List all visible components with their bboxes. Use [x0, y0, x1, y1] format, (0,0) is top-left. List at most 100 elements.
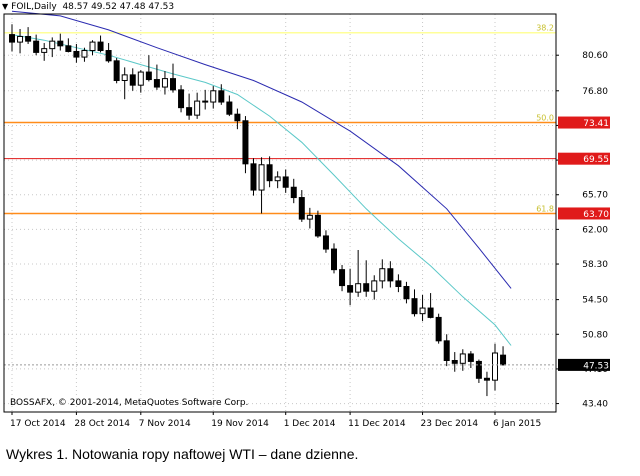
current-price-tag: 47.53: [583, 361, 609, 371]
candle-body: [105, 50, 112, 62]
chart-frame: [3, 13, 557, 413]
candle-body: [129, 74, 136, 86]
candle-body: [500, 354, 507, 366]
ohlc-values: 48.57 49.52 47.48 47.53: [62, 2, 175, 12]
y-axis-tick-label: 65.70: [582, 191, 608, 201]
candle-body: [483, 377, 490, 381]
candle-body: [443, 340, 450, 361]
level-price-tag: 69.55: [583, 155, 609, 165]
candle-body: [186, 107, 193, 116]
moving-average-slow: [11, 10, 512, 289]
level-fibo-label: 50.0: [536, 114, 554, 123]
moving-average-fast: [11, 34, 512, 346]
candle-body: [322, 235, 329, 250]
candle-body: [81, 50, 88, 58]
x-axis-tick-label: 1 Dec 2014: [284, 419, 336, 429]
level-price-tag-bg: [558, 207, 610, 220]
candle-body: [250, 163, 257, 191]
candle-body: [387, 268, 394, 282]
candle-body: [73, 50, 80, 58]
candle-body: [218, 90, 225, 103]
y-axis-tick-label: 58.30: [582, 260, 608, 270]
level-fibo-label: 38.2: [536, 24, 554, 33]
candle-body: [17, 35, 24, 43]
candle-body: [170, 78, 176, 91]
candle-body: [41, 48, 48, 53]
candle-body: [395, 280, 402, 288]
level-price-tag: 63.70: [583, 210, 609, 220]
collapse-triangle-icon[interactable]: ▼: [2, 2, 9, 11]
candle-body: [282, 176, 289, 188]
candle-body: [492, 352, 498, 381]
chart-canvas: 38.250.061.843.4047.1050.8054.5058.3062.…: [3, 10, 610, 429]
x-axis-tick-label: 7 Nov 2014: [139, 419, 191, 429]
candle-body: [427, 307, 434, 318]
x-axis-tick-label: 6 Jan 2015: [493, 419, 541, 429]
candle-body: [65, 45, 72, 52]
copyright-text: BOSSAFX, © 2001-2014, MetaQuotes Softwar…: [10, 398, 249, 408]
level-fibo-label: 61.8: [536, 204, 554, 213]
price-chart: 38.250.061.843.4047.1050.8054.5058.3062.…: [2, 2, 610, 429]
y-axis-tick-label: 76.80: [582, 87, 608, 97]
candle-body: [467, 353, 474, 362]
candle-body: [290, 186, 297, 199]
chart-info-bar: ▼ FOIL,Daily 48.57 49.52 47.48 47.53: [2, 2, 174, 12]
candle-body: [113, 60, 120, 81]
x-axis-tick-label: 23 Dec 2014: [421, 419, 479, 429]
y-axis-tick-label: 43.40: [582, 400, 608, 410]
x-axis-tick-label: 19 Nov 2014: [211, 419, 269, 429]
level-price-tag-bg: [558, 116, 610, 129]
x-axis-tick-label: 28 Oct 2014: [74, 419, 130, 429]
level-price-tag: 73.41: [583, 119, 609, 129]
candle-body: [411, 298, 418, 315]
candle-body: [49, 40, 56, 50]
candle-body: [459, 353, 466, 364]
y-axis-tick-label: 54.50: [582, 296, 608, 306]
y-axis-tick-label: 80.60: [582, 51, 608, 61]
candle-body: [25, 35, 32, 42]
level-price-tag-bg: [558, 152, 610, 165]
candle-body: [145, 71, 152, 81]
candle-body: [435, 316, 442, 342]
candle-body: [89, 41, 96, 52]
candle-body: [298, 197, 305, 220]
candle-body: [153, 79, 160, 88]
candle-body: [178, 89, 185, 109]
candle-body: [210, 90, 217, 103]
candle-body: [419, 307, 426, 315]
candle-body: [363, 283, 370, 292]
candle-body: [347, 285, 354, 293]
candle-body: [314, 214, 321, 237]
candle-body: [97, 41, 104, 52]
candle-body: [451, 359, 458, 364]
candle-body: [339, 269, 346, 287]
candle-body: [137, 71, 144, 86]
candle-body: [9, 34, 15, 43]
x-axis-tick-label: 11 Dec 2014: [348, 419, 406, 429]
candle-body: [226, 101, 233, 115]
candle-body: [33, 40, 40, 53]
candle-body: [121, 74, 128, 81]
x-axis-tick-label: 17 Oct 2014: [10, 419, 66, 429]
symbol-label: FOIL,Daily: [11, 2, 57, 12]
candle-body: [161, 78, 168, 88]
candle-body: [379, 268, 386, 282]
figure-caption: Wykres 1. Notowania ropy naftowej WTI – …: [6, 446, 359, 462]
candle-body: [371, 280, 378, 292]
candle-body: [234, 113, 241, 122]
candle-body: [355, 283, 362, 293]
candle-body: [57, 40, 64, 47]
candle-body: [331, 248, 337, 271]
candle-body: [258, 164, 265, 191]
y-axis-tick-label: 50.80: [582, 330, 608, 340]
candle-body: [202, 100, 209, 103]
candle-body: [266, 164, 273, 182]
candle-body: [274, 176, 281, 182]
candle-body: [306, 214, 313, 220]
candle-body: [403, 286, 410, 300]
candle-body: [475, 360, 482, 379]
y-axis-tick-label: 62.00: [582, 225, 608, 235]
current-price-tag-bg: [558, 358, 610, 371]
candle-body: [194, 100, 201, 116]
candle-body: [242, 120, 249, 165]
